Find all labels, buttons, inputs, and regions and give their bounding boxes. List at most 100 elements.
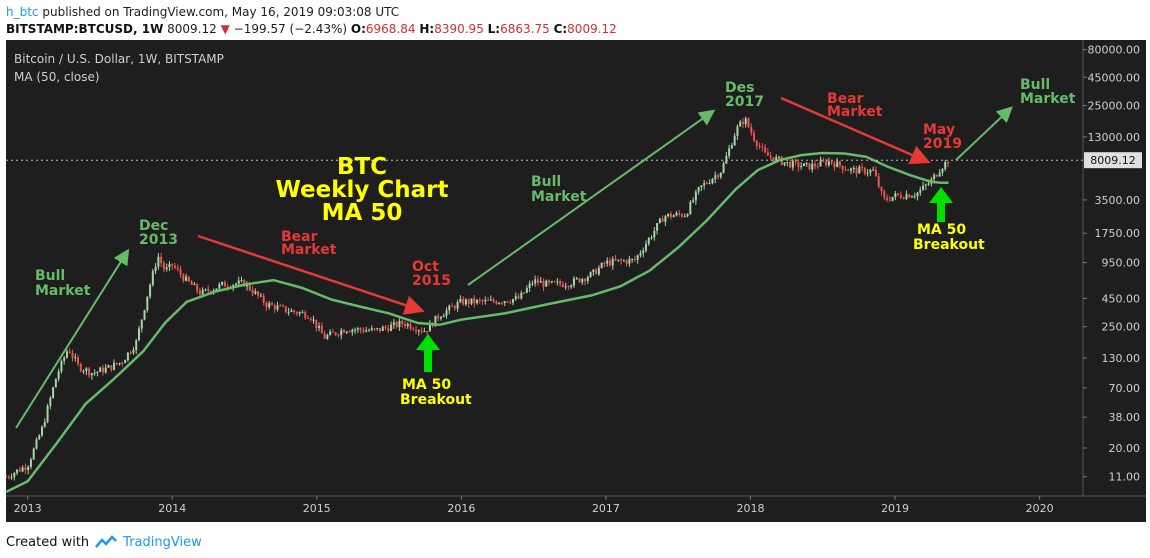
candle-body [456,302,459,309]
candle-body [417,330,420,332]
candle-body [129,352,132,354]
candle-body [675,212,678,216]
candle-body [221,281,224,285]
candle-body [597,267,600,275]
tradingview-brand-link[interactable]: TradingView [123,534,202,550]
candle-body [52,387,55,398]
candle-body [46,405,49,423]
candle-body [38,435,41,440]
bull-arrow-2 [467,109,716,286]
annotation-bull-1: Bull Market [35,268,91,299]
candle-body [827,161,830,166]
candle-body [77,357,80,364]
candle-body [171,263,174,266]
candle-body [705,183,708,185]
candle-body [259,295,262,297]
breakout-arrow-2 [929,187,953,222]
chart-area[interactable]: 80000.00 45000.00 25000.00 13000.00 3500.00 1… [5,40,1146,522]
high-label: H: [419,22,435,36]
y-tick-label: 950.00 [1102,257,1141,270]
candle-body [866,172,869,174]
candle-body [836,161,839,168]
candle-body [198,290,201,295]
candle-body [234,283,237,286]
price-tag-background [1084,152,1142,169]
candle-body [27,466,30,470]
candle-body [409,323,412,329]
candle-body [115,362,118,365]
candle-body [279,305,282,307]
chart-title: BTC Weekly Chart MA 50 [275,154,448,226]
candle-body [489,299,492,301]
candle-body [561,283,564,287]
candle-body [359,328,362,330]
candle-body [753,133,756,141]
candle-body [517,296,520,299]
candle-body [722,163,725,173]
candle-body [365,330,368,332]
candle-body [354,329,357,331]
candle-body [165,267,168,270]
candle-body [351,329,354,332]
candle-body [542,281,545,287]
quote-line: BITSTAMP:BTCUSD, 1W 8009.12 ▼ −199.57 (−… [6,21,1146,38]
candle-body [304,312,307,318]
candle-body [650,237,653,239]
price-chart[interactable]: 80000.00 45000.00 25000.00 13000.00 3500.00 1… [5,40,1146,522]
candle-body [852,167,855,169]
candle-body [484,299,487,302]
candle-body [938,172,941,177]
candle-body [453,306,456,309]
candle-body [500,302,503,304]
candle-body [786,161,789,163]
candle-body [744,118,747,125]
candle-body [290,310,293,312]
x-tick-label: 2015 [303,502,331,515]
candle-body [495,301,498,304]
candle-body [703,183,706,186]
candle-body [567,286,570,288]
candle-body [240,279,243,281]
candle-body [478,299,481,301]
y-tick-label: 450.00 [1102,292,1141,305]
candle-body [226,286,229,288]
candle-body [390,324,393,331]
low-value: 6863.75 [500,22,550,36]
candle-body [312,319,315,321]
candle-body [384,326,387,328]
legend-title: Bitcoin / U.S. Dollar, 1W, BITSTAMP [14,52,224,66]
candle-body [916,192,919,197]
candle-body [412,328,415,330]
candle-body [908,194,911,198]
candle-body [270,303,273,305]
low-label: L: [487,22,501,36]
open-label: O: [350,22,366,36]
candle-body [57,371,60,379]
candle-body [273,304,276,310]
candle-body [622,260,625,262]
candle-body [451,305,454,307]
candle-body [309,318,312,320]
candle-body [711,178,714,184]
bear-arrow-2 [780,96,931,165]
candle-body [772,157,775,162]
y-tick-label: 11.00 [1109,471,1141,484]
candle-body [196,284,199,291]
candle-body [564,286,567,288]
candle-body [872,169,875,171]
candle-body [899,194,902,198]
candle-body [193,284,196,286]
candle-body [509,302,512,304]
y-tick-label: 1750.00 [1095,227,1141,240]
candle-body [528,283,531,289]
candle-body [861,166,864,168]
candle-body [99,367,102,372]
high-value: 8390.95 [434,22,484,36]
candle-body [606,260,609,264]
y-tick-label: 25000.00 [1088,100,1141,113]
publisher-link[interactable]: h_btc [6,5,39,19]
candle-body [548,280,551,283]
candle-body [667,213,670,217]
candle-body [282,305,285,307]
candle-body [276,305,279,310]
